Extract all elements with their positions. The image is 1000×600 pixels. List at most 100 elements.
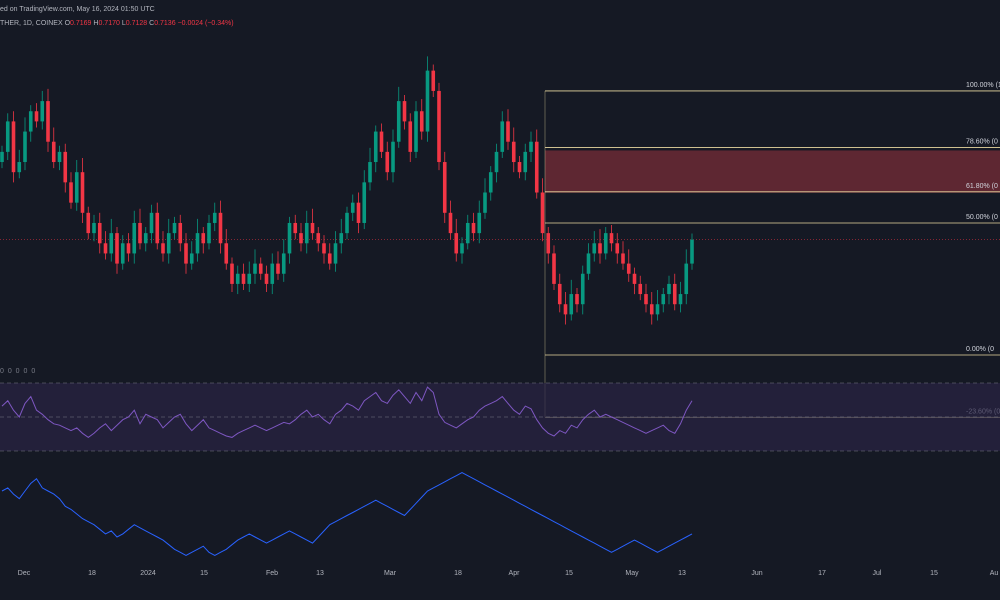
fib-level-label: 0.00% (0: [966, 346, 994, 353]
candle-body: [350, 202, 355, 213]
x-axis-tick-label: Au: [990, 570, 999, 577]
candle-body: [506, 121, 510, 142]
candle-body: [201, 233, 206, 244]
candle-body: [11, 121, 16, 173]
candle-body: [609, 233, 614, 244]
candle-body: [552, 253, 556, 284]
candle-body: [517, 162, 522, 173]
low-label: L: [121, 20, 126, 27]
candle-body: [322, 243, 326, 254]
candle-body: [28, 111, 33, 132]
candle-body: [17, 162, 22, 173]
candle-body: [523, 151, 528, 173]
candle-body: [0, 151, 4, 163]
candle-body: [345, 212, 349, 234]
high-value: 0.7170: [98, 20, 120, 27]
candle-body: [603, 233, 608, 254]
candle-body: [425, 70, 430, 132]
close-label: C: [149, 20, 155, 27]
x-axis-tick-label: Apr: [509, 570, 521, 577]
candle-body: [224, 243, 229, 264]
x-axis-tick-label: 13: [316, 570, 324, 577]
candle-body: [86, 212, 91, 234]
candle-body: [385, 151, 390, 173]
candle-body: [684, 263, 689, 295]
candle-body: [500, 121, 505, 152]
candle-body: [638, 283, 643, 295]
candle-body: [339, 233, 344, 244]
candle-body: [678, 294, 683, 305]
candle-body: [580, 273, 585, 305]
x-axis-tick-label: Dec: [18, 570, 31, 577]
fib-level-label: 78.60% (0: [966, 138, 998, 145]
candle-body: [396, 101, 401, 142]
candle-body: [230, 263, 234, 284]
candle-body: [690, 239, 694, 264]
candle-body: [293, 222, 298, 234]
candle-body: [592, 243, 597, 254]
candle-body: [373, 131, 378, 163]
fib-zone: [545, 150, 1000, 193]
x-axis-tick-label: 15: [565, 570, 573, 577]
candle-body: [281, 253, 286, 274]
candle-body: [454, 233, 459, 254]
low-value: 0.7128: [125, 20, 148, 27]
candle-body: [626, 263, 631, 274]
candle-body: [477, 212, 482, 234]
x-axis-tick-label: 13: [678, 570, 686, 577]
candle-body: [172, 222, 177, 234]
candle-body: [442, 162, 447, 213]
candle-body: [299, 233, 303, 244]
x-axis-tick-label: 18: [454, 570, 462, 577]
candle-body: [241, 273, 246, 284]
candle-body: [120, 243, 125, 264]
candle-body: [34, 111, 39, 122]
candle-body: [212, 212, 217, 223]
x-axis-tick-label: May: [625, 570, 639, 577]
x-axis-tick-label: 2024: [140, 570, 156, 577]
candle-body: [207, 222, 211, 244]
candle-body: [356, 202, 361, 223]
candle-body: [615, 243, 620, 254]
candle-body: [437, 90, 441, 163]
candle-body: [5, 121, 10, 152]
candle-body: [247, 273, 252, 284]
candle-body: [333, 243, 338, 264]
candle-body: [649, 304, 654, 315]
candle-body: [149, 212, 154, 234]
fib-level-label: 61.80% (0: [966, 183, 998, 190]
close-value: 0.7136: [154, 20, 176, 27]
candle-body: [575, 294, 579, 305]
candle-body: [63, 151, 68, 183]
candle-body: [143, 233, 148, 244]
publish-note: ed on TradingView.com, May 16, 2024 01:5…: [0, 6, 155, 13]
rsi-line: [1, 386, 693, 439]
candle-body: [483, 192, 487, 213]
candle-body: [304, 222, 309, 244]
fib-level-label: 50.00% (0: [966, 214, 998, 221]
candle-body: [253, 263, 257, 274]
indicator-settings-row[interactable]: 0 0 0 0 0: [0, 368, 37, 375]
candle-body: [115, 233, 119, 264]
candle-body: [465, 222, 470, 244]
candle-body: [529, 141, 533, 152]
candle-body: [258, 263, 263, 274]
candle-body: [310, 222, 315, 234]
candle-body: [276, 263, 280, 274]
x-axis-tick-label: 15: [930, 570, 938, 577]
candle-body: [40, 101, 45, 122]
x-axis-tick-label: Mar: [384, 570, 397, 577]
candle-body: [287, 222, 292, 254]
candle-body: [51, 141, 56, 163]
candle-body: [264, 273, 269, 284]
x-axis-tick-label: Feb: [266, 570, 278, 577]
candle-body: [667, 283, 671, 295]
candle-body: [419, 111, 424, 132]
x-axis-tick-label: Jul: [873, 570, 882, 577]
candle-body: [563, 304, 568, 315]
candle-body: [69, 182, 73, 203]
candle-body: [379, 131, 384, 152]
candle-body: [511, 141, 516, 163]
candle-body: [431, 70, 436, 91]
